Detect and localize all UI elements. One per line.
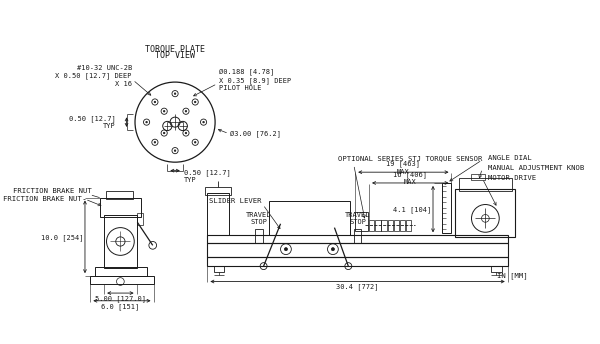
Circle shape bbox=[331, 248, 334, 251]
Text: 0.50 [12.7]
TYP: 0.50 [12.7] TYP bbox=[184, 169, 231, 183]
Bar bbox=[354, 229, 361, 243]
Circle shape bbox=[174, 93, 176, 94]
Text: TOP VIEW: TOP VIEW bbox=[155, 51, 195, 61]
Circle shape bbox=[284, 248, 287, 251]
Text: 6.0 [151]: 6.0 [151] bbox=[101, 303, 140, 310]
Bar bbox=[205, 187, 231, 194]
Bar bbox=[208, 193, 229, 235]
Text: 10.0 [254]: 10.0 [254] bbox=[41, 234, 83, 241]
Text: OPTIONAL SERIES STJ TORQUE SENSOR: OPTIONAL SERIES STJ TORQUE SENSOR bbox=[338, 155, 482, 161]
Bar bbox=[400, 220, 405, 231]
Circle shape bbox=[194, 101, 196, 103]
Bar bbox=[106, 191, 133, 199]
Bar bbox=[91, 276, 154, 284]
Text: IN [MM]: IN [MM] bbox=[497, 272, 528, 279]
Bar bbox=[100, 197, 141, 217]
Text: FRICTION BRAKE NUT: FRICTION BRAKE NUT bbox=[13, 189, 92, 194]
Text: MANUAL ADJUSTMENT KNOB: MANUAL ADJUSTMENT KNOB bbox=[488, 165, 585, 171]
Bar bbox=[255, 229, 263, 243]
Text: TRAVEL
STOP: TRAVEL STOP bbox=[345, 212, 370, 225]
Text: #10-32 UNC-2B
X 0.50 [12.7] DEEP
X 16: #10-32 UNC-2B X 0.50 [12.7] DEEP X 16 bbox=[55, 65, 132, 87]
Bar bbox=[269, 201, 350, 235]
Bar bbox=[491, 266, 502, 271]
Bar bbox=[382, 220, 387, 231]
Circle shape bbox=[154, 141, 155, 143]
Text: 16 [406]
MAX: 16 [406] MAX bbox=[393, 171, 427, 185]
Circle shape bbox=[185, 132, 187, 134]
Bar bbox=[208, 243, 508, 257]
Text: 0.50 [12.7]
TYP: 0.50 [12.7] TYP bbox=[69, 115, 116, 129]
Text: Ø3.00 [76.2]: Ø3.00 [76.2] bbox=[230, 130, 281, 137]
Text: 30.4 [772]: 30.4 [772] bbox=[337, 283, 379, 290]
Text: MOTOR DRIVE: MOTOR DRIVE bbox=[488, 175, 536, 181]
Bar bbox=[369, 220, 374, 231]
Text: TORQUE PLATE: TORQUE PLATE bbox=[145, 44, 205, 53]
Bar bbox=[375, 220, 380, 231]
Bar bbox=[95, 267, 148, 276]
Circle shape bbox=[174, 150, 176, 151]
Circle shape bbox=[203, 121, 205, 123]
Circle shape bbox=[194, 141, 196, 143]
Bar bbox=[388, 220, 393, 231]
Circle shape bbox=[185, 110, 187, 112]
Circle shape bbox=[154, 101, 155, 103]
Bar bbox=[208, 257, 508, 266]
Text: Ø0.188 [4.78]
X 0.35 [8.9] DEEP
PILOT HOLE: Ø0.188 [4.78] X 0.35 [8.9] DEEP PILOT HO… bbox=[219, 68, 291, 91]
Text: TRAVEL
STOP: TRAVEL STOP bbox=[246, 212, 272, 225]
Bar bbox=[406, 220, 412, 231]
Text: 5.00 [127.0]: 5.00 [127.0] bbox=[95, 295, 146, 302]
Text: 4.1 [104]: 4.1 [104] bbox=[393, 206, 431, 213]
Text: FRICTION BRAKE NUT: FRICTION BRAKE NUT bbox=[3, 196, 82, 202]
Circle shape bbox=[163, 132, 165, 134]
Bar bbox=[208, 235, 508, 243]
Bar bbox=[214, 266, 224, 271]
Text: SLIDER LEVER: SLIDER LEVER bbox=[209, 198, 262, 204]
Bar bbox=[394, 220, 399, 231]
Circle shape bbox=[146, 121, 148, 123]
Bar bbox=[459, 178, 512, 191]
Bar bbox=[442, 183, 451, 233]
Bar bbox=[355, 212, 368, 231]
Bar bbox=[455, 189, 515, 237]
Bar bbox=[137, 213, 143, 225]
Bar bbox=[104, 215, 137, 268]
Bar bbox=[471, 174, 485, 180]
Text: ANGLE DIAL: ANGLE DIAL bbox=[488, 154, 532, 161]
Text: 19 [463]
MAX: 19 [463] MAX bbox=[386, 160, 421, 175]
Circle shape bbox=[163, 110, 165, 112]
